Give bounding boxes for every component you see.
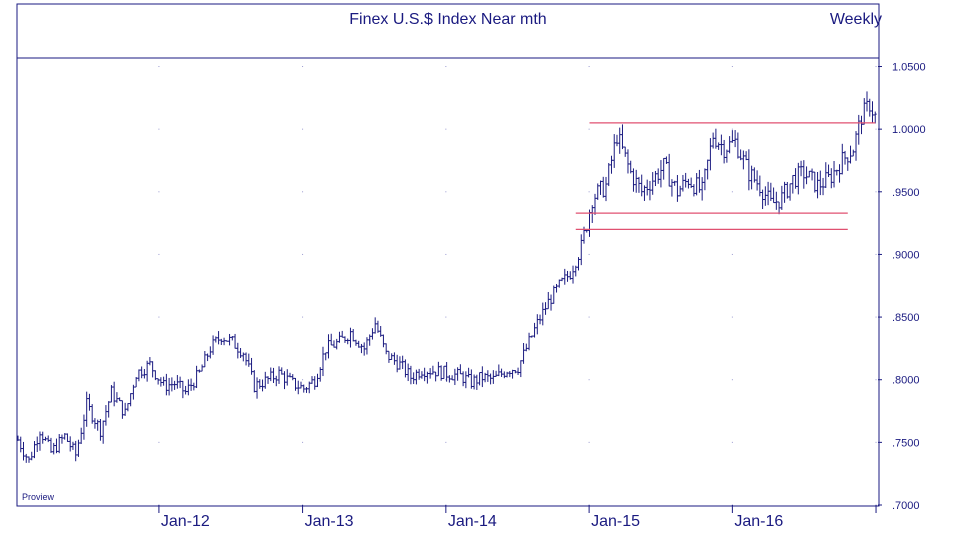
grid-dot (302, 128, 304, 130)
grid-dot (445, 128, 447, 130)
x-tick-label: Jan-12 (161, 513, 210, 530)
y-tick-label: .7000 (892, 500, 920, 512)
x-tick-label: Jan-16 (734, 513, 783, 530)
grid-dot (302, 441, 304, 443)
grid-dot (445, 191, 447, 193)
grid-dot (588, 128, 590, 130)
grid-dot (731, 253, 733, 255)
grid-dot (302, 66, 304, 68)
grid-dot (158, 316, 160, 318)
grid-dot (875, 253, 877, 255)
x-axis: Jan-12 Jan-13 Jan-14 Jan-15 Jan-16 (158, 505, 877, 530)
grid-dot (588, 441, 590, 443)
y-tick-label: 1.0500 (892, 62, 926, 74)
grid-dot (588, 379, 590, 381)
chart-title: Finex U.S.$ Index Near mth (349, 11, 546, 28)
y-tick-label: .9500 (892, 187, 920, 199)
grid-dot (445, 253, 447, 255)
grid-dot (158, 441, 160, 443)
grid-dot (731, 316, 733, 318)
grid-dot (302, 316, 304, 318)
grid-dot (445, 316, 447, 318)
grid-dot (731, 379, 733, 381)
grid-dot (875, 379, 877, 381)
grid-dot (588, 253, 590, 255)
y-tick-label: .8500 (892, 312, 920, 324)
grid-dot (302, 253, 304, 255)
grid-dot (158, 191, 160, 193)
grid-dot (875, 128, 877, 130)
grid-dot (158, 66, 160, 68)
y-axis: .7000 .7500 .8000 .8500 .9000 .9500 1.0000 1.05… (878, 62, 926, 512)
y-tick-label: .7500 (892, 437, 920, 449)
grid-dot (875, 441, 877, 443)
x-tick-label: Jan-15 (591, 513, 640, 530)
grid-dot (588, 191, 590, 193)
channel-lines (575, 122, 876, 230)
x-tick-label: Jan-14 (448, 513, 497, 530)
grid-dot (445, 441, 447, 443)
watermark: Proview (22, 492, 55, 502)
y-tick-label: 1.0000 (892, 124, 926, 136)
y-tick-label: .8000 (892, 375, 920, 387)
grid-dot (731, 66, 733, 68)
price-series (16, 91, 877, 463)
grid-dot (158, 253, 160, 255)
grid-dot (445, 66, 447, 68)
grid-dot (588, 316, 590, 318)
grid-dot (731, 191, 733, 193)
grid-dot (731, 128, 733, 130)
grid-dot (445, 379, 447, 381)
x-tick-label: Jan-13 (305, 513, 354, 530)
plot-frame (16, 57, 880, 507)
grid-dot (875, 191, 877, 193)
period-label: Weekly (830, 11, 882, 28)
grid-dot (588, 66, 590, 68)
grid-dot (875, 316, 877, 318)
grid-dot (731, 441, 733, 443)
grid-dots (158, 66, 877, 506)
grid-dot (302, 379, 304, 381)
y-tick-label: .9000 (892, 249, 920, 261)
grid-dot (158, 128, 160, 130)
grid-dot (875, 66, 877, 68)
grid-dot (302, 191, 304, 193)
